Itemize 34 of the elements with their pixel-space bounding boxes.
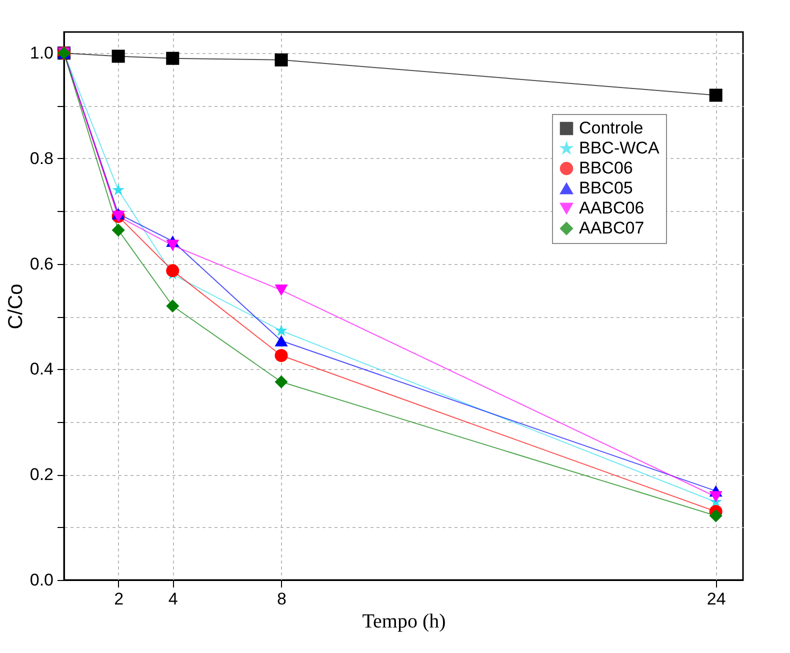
point xyxy=(274,335,288,346)
point xyxy=(709,88,722,102)
point xyxy=(166,299,180,313)
point xyxy=(274,349,288,362)
point xyxy=(274,375,288,388)
legend-label: BBC05 xyxy=(579,178,633,198)
point xyxy=(112,224,125,237)
point xyxy=(275,324,288,336)
point xyxy=(112,184,125,196)
x-tick-label: 4 xyxy=(168,590,178,608)
y-axis-title: C/Co xyxy=(4,284,27,330)
y-tick-label: 0.2 xyxy=(30,465,54,484)
y-tick-label: 0.8 xyxy=(30,148,54,168)
legend-label: AABC07 xyxy=(579,218,644,238)
y-tick-label: 0.0 xyxy=(30,570,54,590)
point xyxy=(166,240,180,252)
point xyxy=(112,50,125,63)
point xyxy=(274,53,288,66)
point xyxy=(274,284,288,296)
legend-label: Controle xyxy=(579,118,644,138)
y-tick-label: 0.6 xyxy=(30,254,54,274)
point xyxy=(166,52,180,65)
x-tick-label: 24 xyxy=(706,590,726,608)
legend-label: AABC06 xyxy=(579,198,644,218)
x-tick-label: 2 xyxy=(114,590,124,608)
x-tick-label: 8 xyxy=(277,590,287,608)
point xyxy=(709,509,722,522)
point xyxy=(166,264,180,278)
y-tick-label: 0.4 xyxy=(30,360,54,379)
x-axis-title: Tempo (h) xyxy=(362,610,446,632)
point xyxy=(709,491,722,502)
y-tick-label: 1.0 xyxy=(30,44,54,63)
legend-label: BBC06 xyxy=(579,158,633,178)
legend-label: BBC-WCA xyxy=(579,138,660,158)
